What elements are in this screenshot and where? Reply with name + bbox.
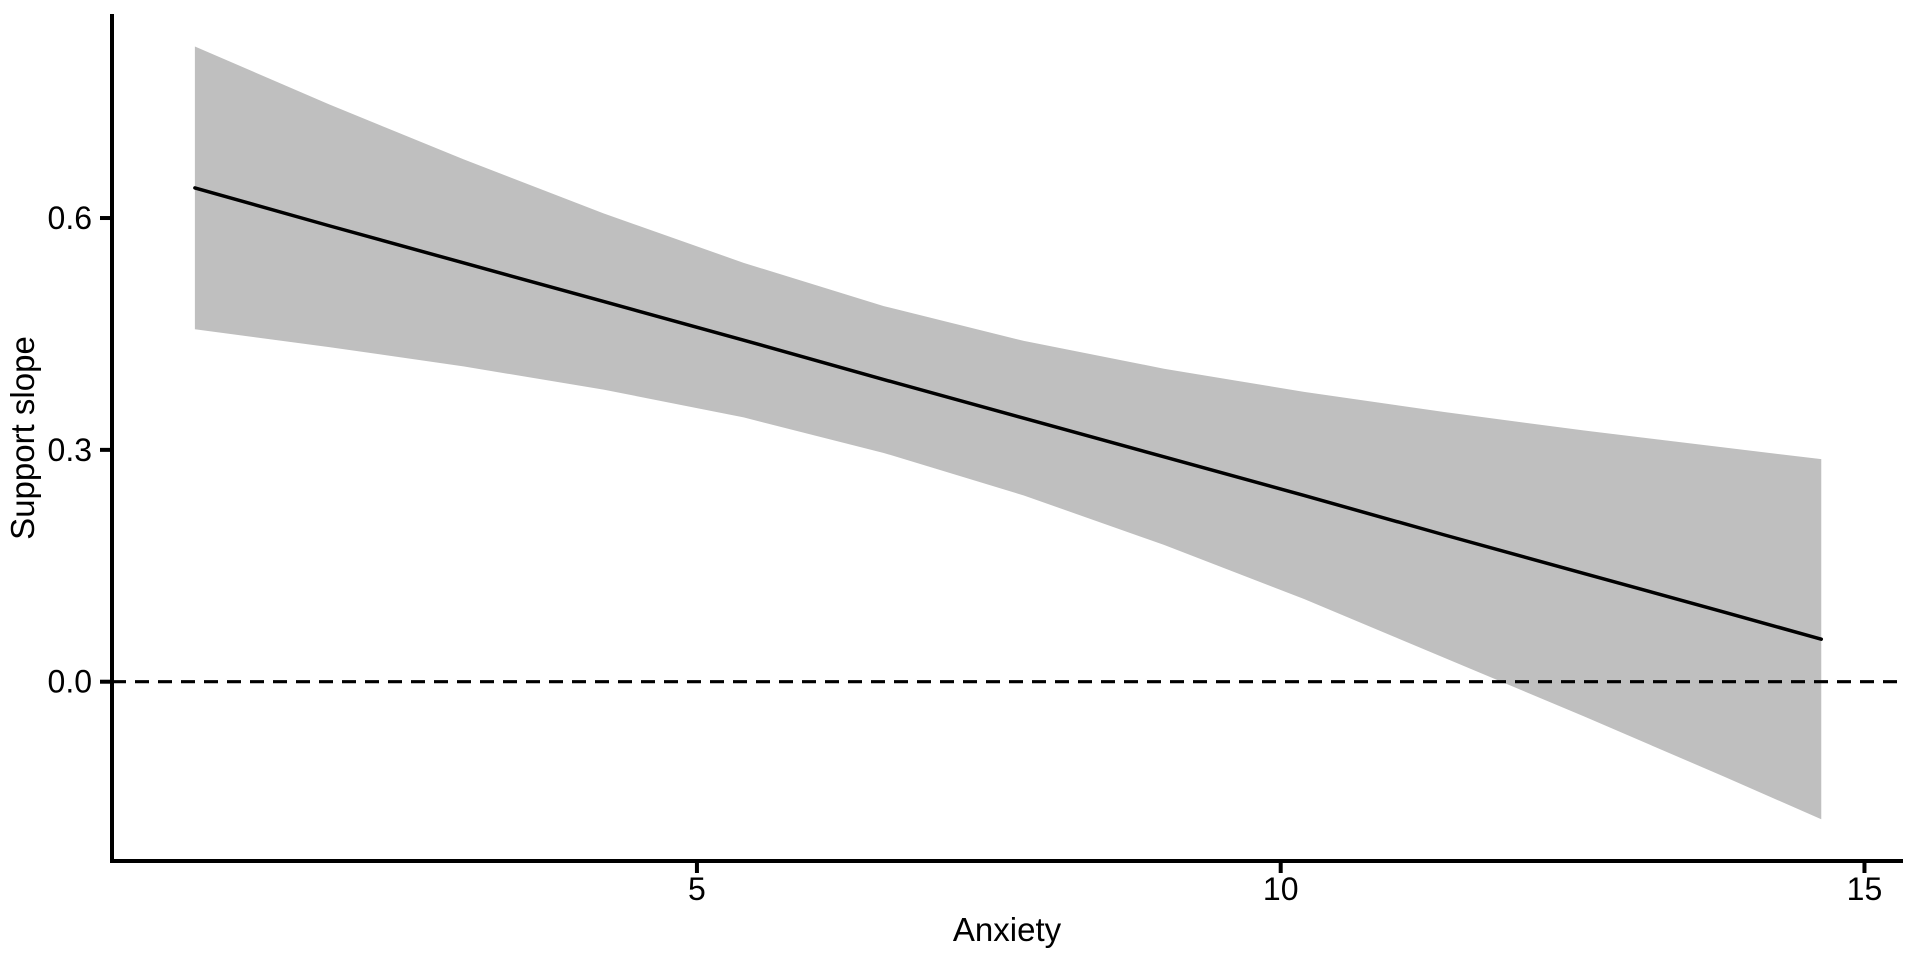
y-tick-label: 0.3 xyxy=(48,432,92,468)
x-tick-label: 15 xyxy=(1847,871,1883,907)
x-tick-label: 10 xyxy=(1263,871,1299,907)
confidence-ribbon xyxy=(194,46,1822,820)
x-axis-title: Anxiety xyxy=(953,911,1062,948)
x-tick-label: 5 xyxy=(688,871,706,907)
y-axis-title: Support slope xyxy=(4,336,41,540)
y-tick-label: 0.6 xyxy=(48,200,92,236)
y-tick-label: 0.0 xyxy=(48,664,92,700)
fit-line xyxy=(193,186,1824,641)
